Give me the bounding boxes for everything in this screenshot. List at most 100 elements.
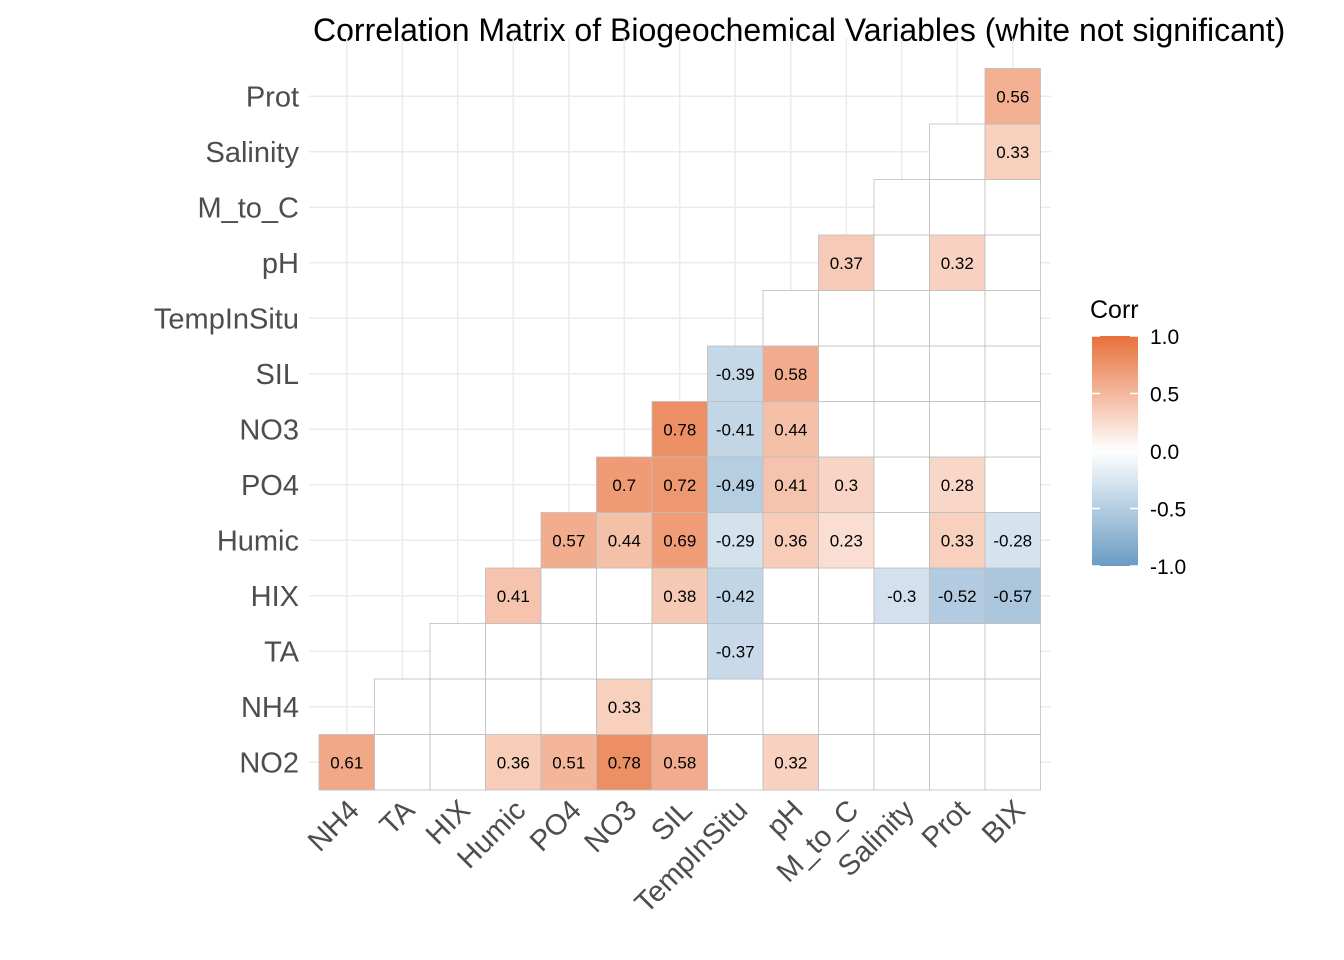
heatmap-cell-hix-m-to-c — [818, 567, 875, 624]
cell-value-label-no2-sil: 0.58 — [663, 753, 696, 772]
heatmap-cell-sil-tempinsitu — [707, 345, 764, 402]
y-tick-label-sil: SIL — [255, 359, 299, 391]
heatmap-cell-ta-salinity — [873, 623, 930, 680]
heatmap-cell-sil-prot — [929, 345, 986, 402]
legend-tick-label-4: -1.0 — [1150, 556, 1186, 579]
heatmap-cell-hix-bix — [984, 567, 1041, 624]
heatmap-cell-no2-nh4 — [318, 734, 375, 791]
heatmap-cell-no3-prot — [929, 401, 986, 458]
cell-value-label-humic-bix: -0.28 — [993, 531, 1032, 550]
x-tick-label-po4: PO4 — [524, 794, 588, 858]
cell-value-label-ta-tempinsitu: -0.37 — [716, 642, 755, 661]
heatmap-cell-prot-bix — [984, 68, 1041, 125]
heatmap-cell-hix-salinity — [873, 567, 930, 624]
heatmap-cell-no2-ta — [374, 734, 431, 791]
heatmap-cell-no2-salinity — [873, 734, 930, 791]
heatmap-cell-humic-po4 — [540, 512, 597, 569]
y-tick-label-no2: NO2 — [239, 747, 299, 779]
heatmap-cell-nh4-m-to-c — [818, 678, 875, 735]
cell-value-label-sil-ph: 0.58 — [774, 365, 807, 384]
cell-value-label-sil-tempinsitu: -0.39 — [716, 365, 755, 384]
y-tick-label-m-to-c: M_to_C — [197, 192, 299, 224]
heatmap-cell-ta-tempinsitu — [707, 623, 764, 680]
heatmap-cell-humic-no3 — [596, 512, 653, 569]
heatmap-cell-hix-po4 — [540, 567, 597, 624]
heatmap-cell-po4-bix — [984, 456, 1041, 513]
heatmap-cell-po4-no3 — [596, 456, 653, 513]
cell-value-label-no3-tempinsitu: -0.41 — [716, 420, 755, 439]
y-tick-label-no3: NO3 — [239, 414, 299, 446]
heatmap-cell-ta-po4 — [540, 623, 597, 680]
heatmap-cell-ph-bix — [984, 234, 1041, 291]
heatmap-cell-ta-bix — [984, 623, 1041, 680]
legend-tick-label-1: 0.5 — [1150, 384, 1179, 407]
heatmap-cell-sil-salinity — [873, 345, 930, 402]
heatmap-cell-tempinsitu-prot — [929, 290, 986, 347]
x-tick-label-nh4: NH4 — [302, 794, 366, 858]
cell-value-label-humic-po4: 0.57 — [552, 531, 585, 550]
cell-value-label-ph-prot: 0.32 — [941, 254, 974, 273]
heatmap-cell-no2-bix — [984, 734, 1041, 791]
cell-value-label-prot-bix: 0.56 — [996, 87, 1029, 106]
heatmap-cell-tempinsitu-ph — [762, 290, 819, 347]
cell-value-label-hix-tempinsitu: -0.42 — [716, 587, 755, 606]
heatmap-cell-hix-tempinsitu — [707, 567, 764, 624]
heatmap-cell-humic-prot — [929, 512, 986, 569]
x-tick-label-bix: BIX — [976, 794, 1032, 850]
cell-value-label-po4-prot: 0.28 — [941, 476, 974, 495]
heatmap-cell-nh4-humic — [485, 678, 542, 735]
heatmap-cells — [318, 68, 1041, 791]
legend-title: Corr — [1090, 296, 1139, 324]
cell-value-label-hix-humic: 0.41 — [497, 587, 530, 606]
heatmap-cell-sil-bix — [984, 345, 1041, 402]
y-tick-label-salinity: Salinity — [206, 137, 300, 169]
heatmap-cell-salinity-bix — [984, 123, 1041, 180]
heatmap-cell-no2-no3 — [596, 734, 653, 791]
heatmap-cell-ta-humic — [485, 623, 542, 680]
heatmap-cell-hix-sil — [651, 567, 708, 624]
heatmap-cell-m-to-c-bix — [984, 179, 1041, 236]
heatmap-cell-ta-ph — [762, 623, 819, 680]
cell-value-label-po4-ph: 0.41 — [774, 476, 807, 495]
y-tick-label-ta: TA — [264, 636, 300, 668]
heatmap-cell-hix-humic — [485, 567, 542, 624]
legend-tick-label-0: 1.0 — [1150, 326, 1179, 349]
y-tick-label-hix: HIX — [251, 581, 299, 613]
heatmap-cell-humic-ph — [762, 512, 819, 569]
heatmap-cell-ph-salinity — [873, 234, 930, 291]
heatmap-cell-nh4-ph — [762, 678, 819, 735]
y-axis: NO2 NH4 TA HIX Humic PO4 NO3 SIL TempInSitu pH M_t… — [154, 81, 300, 779]
heatmap-cell-ta-hix — [429, 623, 486, 680]
heatmap-cell-humic-m-to-c — [818, 512, 875, 569]
cell-value-label-ph-m-to-c: 0.37 — [830, 254, 863, 273]
heatmap-cell-humic-salinity — [873, 512, 930, 569]
heatmap-cell-humic-sil — [651, 512, 708, 569]
cell-value-label-humic-no3: 0.44 — [608, 531, 641, 550]
y-tick-label-prot: Prot — [246, 81, 299, 113]
heatmap-cell-tempinsitu-bix — [984, 290, 1041, 347]
heatmap-cell-no3-salinity — [873, 401, 930, 458]
heatmap-cell-ph-m-to-c — [818, 234, 875, 291]
cell-value-label-humic-tempinsitu: -0.29 — [716, 531, 755, 550]
heatmap-cell-sil-m-to-c — [818, 345, 875, 402]
heatmap-cell-nh4-sil — [651, 678, 708, 735]
legend-tick-label-2: 0.0 — [1150, 441, 1179, 464]
heatmap-cell-tempinsitu-salinity — [873, 290, 930, 347]
heatmap-cell-nh4-prot — [929, 678, 986, 735]
heatmap-cell-m-to-c-salinity — [873, 179, 930, 236]
heatmap-cell-nh4-tempinsitu — [707, 678, 764, 735]
cell-value-label-po4-tempinsitu: -0.49 — [716, 476, 755, 495]
cell-value-label-hix-bix: -0.57 — [993, 587, 1032, 606]
cell-value-label-humic-sil: 0.69 — [663, 531, 696, 550]
heatmap-cell-no2-prot — [929, 734, 986, 791]
cell-value-label-no2-ph: 0.32 — [774, 753, 807, 772]
heatmap-cell-no2-sil — [651, 734, 708, 791]
cell-value-label-hix-salinity: -0.3 — [887, 587, 916, 606]
heatmap-cell-ta-no3 — [596, 623, 653, 680]
cell-value-label-humic-prot: 0.33 — [941, 531, 974, 550]
heatmap-cell-hix-no3 — [596, 567, 653, 624]
cell-value-label-salinity-bix: 0.33 — [996, 143, 1029, 162]
cell-value-label-hix-prot: -0.52 — [938, 587, 977, 606]
